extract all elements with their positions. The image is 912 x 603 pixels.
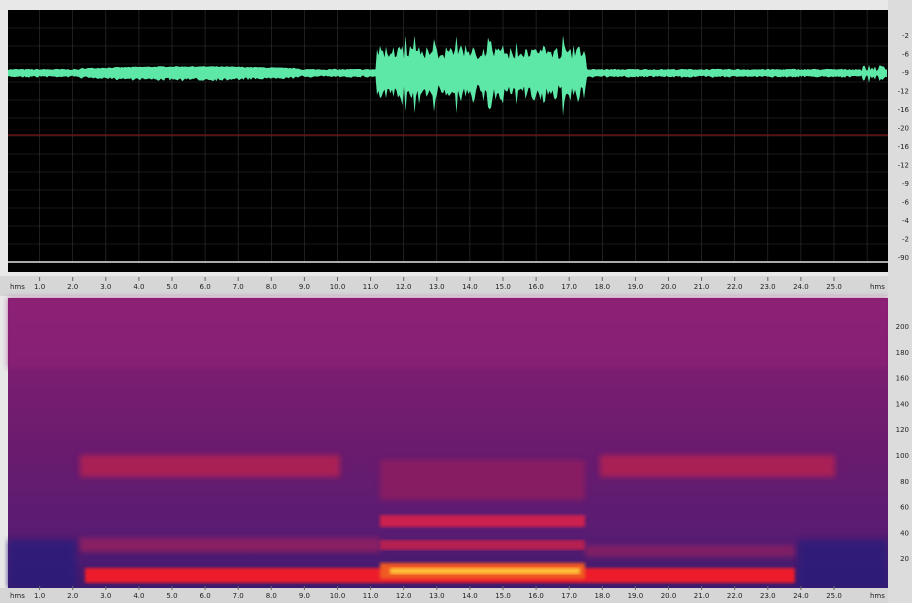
time-tick-label: 19.0 bbox=[628, 592, 644, 600]
time-ruler bbox=[0, 588, 888, 603]
time-ruler bbox=[0, 276, 888, 296]
time-tick-label: 24.0 bbox=[793, 592, 809, 600]
waveform bbox=[8, 35, 887, 116]
time-tick-label: 10.0 bbox=[330, 592, 346, 600]
energy-band bbox=[600, 455, 835, 477]
waveform-panel bbox=[8, 10, 888, 272]
time-tick-label: 12.0 bbox=[396, 592, 412, 600]
energy-band bbox=[80, 455, 340, 477]
energy-band bbox=[8, 540, 76, 588]
time-tick-label: 2.0 bbox=[67, 592, 78, 600]
time-tick-label: 17.0 bbox=[561, 283, 577, 291]
db-scale-label: -6 bbox=[902, 51, 910, 59]
db-scale-label: -12 bbox=[898, 88, 909, 96]
db-scale-label: -16 bbox=[898, 143, 910, 151]
freq-scale-label: 100 bbox=[896, 452, 909, 460]
time-tick-label: 5.0 bbox=[166, 283, 177, 291]
time-tick-label: 9.0 bbox=[299, 283, 310, 291]
time-tick-label: 13.0 bbox=[429, 283, 445, 291]
time-tick-label: 8.0 bbox=[266, 592, 277, 600]
time-tick-label: 17.0 bbox=[561, 592, 577, 600]
time-tick-label: 24.0 bbox=[793, 283, 809, 291]
time-tick-label: 10.0 bbox=[330, 283, 346, 291]
unit-label: hms bbox=[10, 592, 25, 600]
db-scale-label: -20 bbox=[898, 125, 909, 133]
db-scale-label: -6 bbox=[902, 199, 910, 207]
time-tick-label: 18.0 bbox=[595, 283, 611, 291]
time-tick-label: 8.0 bbox=[266, 283, 277, 291]
freq-scale-label: 180 bbox=[896, 349, 909, 357]
scale-column bbox=[888, 0, 912, 603]
energy-band bbox=[380, 540, 585, 550]
time-tick-label: 4.0 bbox=[133, 283, 144, 291]
time-tick-label: 25.0 bbox=[826, 283, 842, 291]
freq-scale-label: 40 bbox=[900, 529, 909, 537]
energy-band bbox=[8, 298, 888, 368]
time-tick-label: 21.0 bbox=[694, 592, 710, 600]
time-tick-label: 22.0 bbox=[727, 283, 743, 291]
time-tick-label: 3.0 bbox=[100, 283, 111, 291]
time-tick-label: 13.0 bbox=[429, 592, 445, 600]
freq-scale-label: 60 bbox=[900, 504, 909, 512]
db-scale-label: -12 bbox=[898, 162, 909, 170]
time-tick-label: 16.0 bbox=[528, 592, 544, 600]
time-tick-label: 6.0 bbox=[200, 283, 211, 291]
time-tick-label: 11.0 bbox=[363, 283, 379, 291]
time-tick-label: 15.0 bbox=[495, 283, 511, 291]
time-tick-label: 15.0 bbox=[495, 592, 511, 600]
time-tick-label: 25.0 bbox=[826, 592, 842, 600]
time-tick-label: 20.0 bbox=[661, 283, 677, 291]
db-scale-label: -4 bbox=[902, 217, 910, 225]
time-tick-label: 16.0 bbox=[528, 283, 544, 291]
freq-scale-label: 200 bbox=[896, 323, 909, 331]
time-tick-label: 20.0 bbox=[661, 592, 677, 600]
energy-band bbox=[585, 545, 795, 557]
time-tick-label: 11.0 bbox=[363, 592, 379, 600]
time-tick-label: 9.0 bbox=[299, 592, 310, 600]
unit-label: hms bbox=[870, 283, 885, 291]
energy-band bbox=[390, 568, 580, 574]
time-tick-label: 1.0 bbox=[34, 283, 45, 291]
unit-label: hms bbox=[10, 283, 25, 291]
time-tick-label: 18.0 bbox=[595, 592, 611, 600]
time-tick-label: 23.0 bbox=[760, 592, 776, 600]
freq-scale-label: 140 bbox=[896, 400, 909, 408]
db-scale-label: -9 bbox=[902, 180, 909, 188]
db-scale-label: -2 bbox=[902, 32, 909, 40]
freq-scale-label: 160 bbox=[896, 375, 909, 383]
time-tick-label: 3.0 bbox=[100, 592, 111, 600]
freq-scale-label: 120 bbox=[896, 426, 909, 434]
freq-scale-label: 20 bbox=[900, 555, 909, 563]
time-tick-label: 7.0 bbox=[233, 283, 244, 291]
energy-band bbox=[80, 538, 380, 552]
time-tick-label: 22.0 bbox=[727, 592, 743, 600]
time-tick-label: 19.0 bbox=[628, 283, 644, 291]
time-tick-label: 21.0 bbox=[694, 283, 710, 291]
time-tick-label: 23.0 bbox=[760, 283, 776, 291]
time-tick-label: 14.0 bbox=[462, 283, 478, 291]
unit-label: hms bbox=[870, 592, 885, 600]
db-scale-label: -90 bbox=[898, 254, 909, 262]
spectrogram-energy bbox=[8, 298, 888, 588]
energy-band bbox=[380, 515, 585, 527]
waveform-grid bbox=[8, 10, 888, 262]
time-tick-label: 1.0 bbox=[34, 592, 45, 600]
time-tick-label: 2.0 bbox=[67, 283, 78, 291]
db-scale-label: -9 bbox=[902, 69, 909, 77]
time-tick-label: 12.0 bbox=[396, 283, 412, 291]
time-tick-label: 7.0 bbox=[233, 592, 244, 600]
energy-band bbox=[798, 540, 888, 588]
energy-band bbox=[380, 460, 585, 500]
db-scale-label: -2 bbox=[902, 236, 909, 244]
time-tick-label: 4.0 bbox=[133, 592, 144, 600]
time-tick-label: 14.0 bbox=[462, 592, 478, 600]
freq-scale-label: 80 bbox=[900, 478, 909, 486]
db-scale-label: -16 bbox=[898, 106, 910, 114]
time-tick-label: 5.0 bbox=[166, 592, 177, 600]
time-tick-label: 6.0 bbox=[200, 592, 211, 600]
